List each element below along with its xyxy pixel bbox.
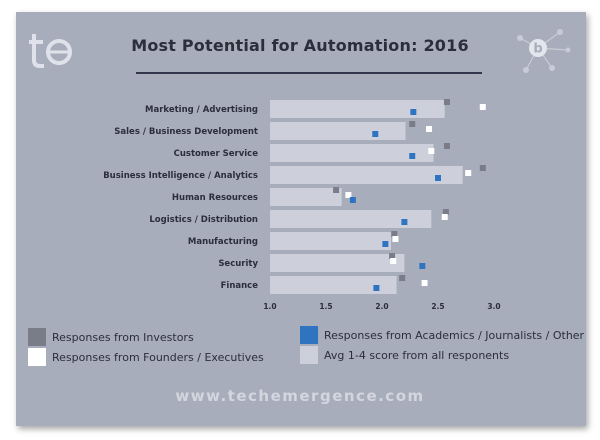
investors-marker [479,165,486,171]
legend-label-avg: Avg 1-4 score from all responents [324,349,510,362]
founders-marker [392,236,399,242]
x-tick-label: 1.5 [319,302,332,311]
x-tick-label: 1.0 [263,302,276,311]
category-label: Marketing / Advertising [145,105,258,115]
academics-marker [373,285,380,291]
footer-url: www.techemergence.com [175,387,425,405]
legend-swatch-academics [300,326,318,344]
avg-bar [270,122,406,140]
founders-marker [421,280,428,286]
academics-marker [382,241,389,247]
legend-swatch-investors [28,328,46,346]
academics-marker [419,263,426,269]
avg-bar [270,210,432,228]
network-nodes-icon: b [517,29,571,73]
founders-marker [441,214,448,220]
x-tick-label: 3.0 [487,302,500,311]
academics-marker [435,175,441,181]
legend-label-founders: Responses from Founders / Executives [52,351,264,364]
founders-marker [390,258,397,264]
founders-marker [479,104,486,110]
founders-marker [426,126,433,132]
investors-marker [391,231,398,237]
investors-marker [399,275,406,281]
investors-marker [443,143,450,149]
founders-marker [465,170,472,176]
legend-label-investors: Responses from Investors [52,331,194,344]
academics-marker [349,197,356,203]
category-label: Customer Service [174,149,259,159]
x-tick-label: 2.0 [375,302,388,311]
avg-bar [270,188,342,206]
investors-marker [442,209,449,215]
founders-marker [345,192,352,198]
category-label: Manufacturing [188,237,258,247]
category-label: Sales / Business Development [114,127,258,137]
avg-bar [270,144,434,162]
chart-title: Most Potential for Automation: 2016 [131,36,469,55]
academics-marker [409,153,416,159]
category-label: Business Intelligence / Analytics [103,171,258,181]
academics-marker [372,131,379,137]
title-underline [136,72,482,74]
academics-marker [401,219,408,225]
svg-text:b: b [533,42,542,57]
techemergence-logo-icon [29,34,72,68]
investors-marker [333,187,340,193]
investors-marker [389,253,396,259]
x-tick-label: 2.5 [431,302,444,311]
avg-bar [270,166,463,184]
legend-swatch-founders [28,348,46,366]
founders-marker [428,148,435,154]
category-label: Finance [221,281,259,291]
category-label: Human Resources [172,193,258,203]
legend-swatch-avg [300,346,318,364]
avg-bar [270,254,405,272]
academics-marker [410,109,417,115]
investors-marker [443,99,450,105]
avg-bar [270,276,397,294]
avg-bar [270,232,391,250]
category-label: Security [218,259,258,269]
category-label: Logistics / Distribution [149,215,258,225]
investors-marker [409,121,416,127]
avg-bar [270,100,445,118]
legend-label-academics: Responses from Academics / Journalists /… [324,329,585,342]
